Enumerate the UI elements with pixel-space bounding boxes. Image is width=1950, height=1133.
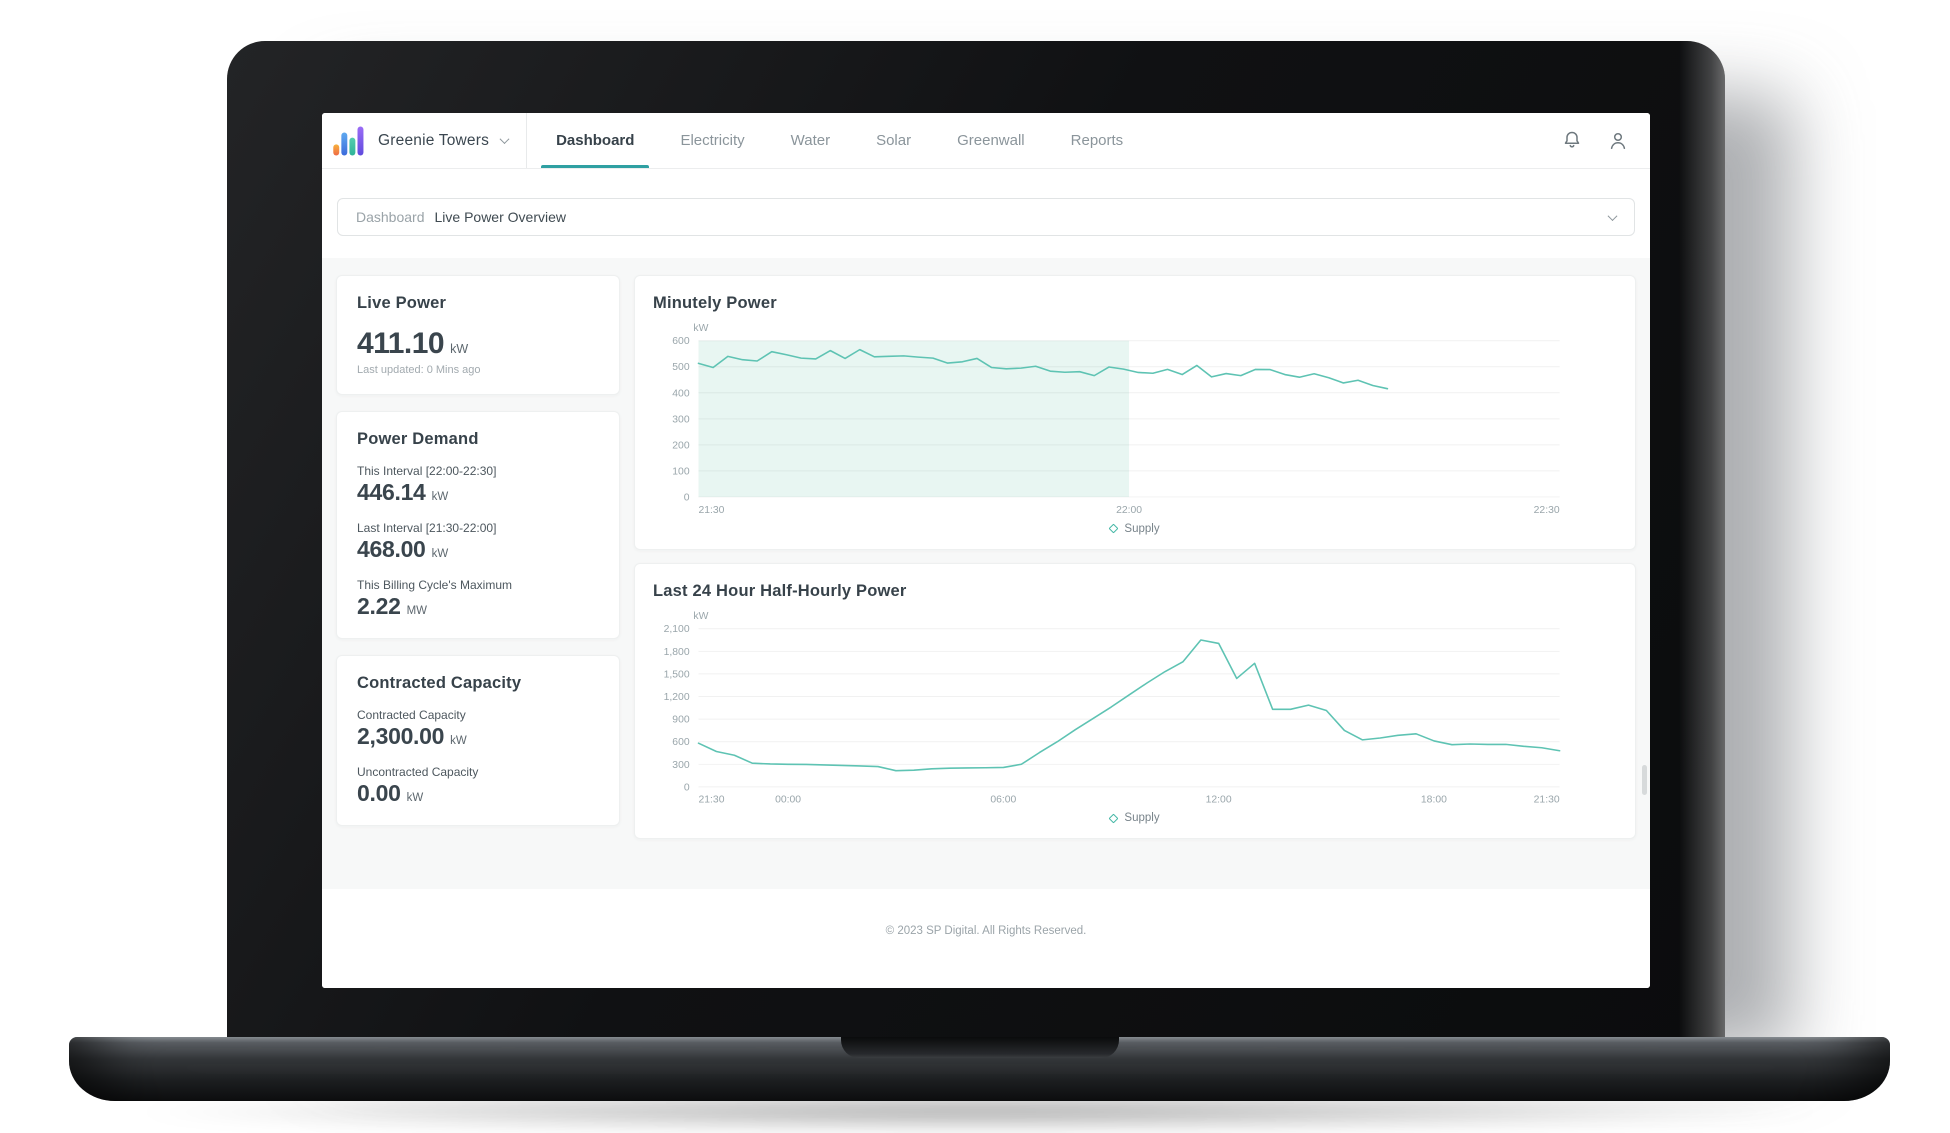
svg-text:400: 400: [672, 388, 690, 399]
chevron-down-icon: [499, 134, 510, 145]
content-panel: Live Power 411.10 kW Last updated: 0 Min…: [322, 258, 1650, 889]
chart-title: Minutely Power: [653, 294, 777, 312]
svg-text:200: 200: [672, 440, 690, 451]
nav-divider: [526, 113, 528, 168]
svg-text:06:00: 06:00: [990, 794, 1016, 805]
svg-text:0: 0: [684, 782, 690, 793]
stat-label: Contracted Capacity: [357, 708, 466, 722]
svg-text:0: 0: [684, 492, 690, 503]
stat-unit: MW: [406, 605, 428, 617]
svg-text:12:00: 12:00: [1206, 794, 1232, 805]
stat-value: 446.14: [357, 479, 426, 505]
tab-electricity[interactable]: Electricity: [680, 132, 745, 149]
svg-text:22:00: 22:00: [1116, 505, 1142, 516]
logo-icon: [333, 126, 364, 155]
profile-icon[interactable]: [1606, 129, 1630, 153]
card-title: Power Demand: [357, 430, 479, 448]
scrollbar-thumb[interactable]: [1642, 765, 1647, 795]
tab-dashboard[interactable]: Dashboard: [533, 113, 657, 168]
svg-text:21:30: 21:30: [698, 505, 724, 516]
tab-solar[interactable]: Solar: [876, 132, 912, 149]
stat-value: 2,300.00: [357, 723, 445, 749]
selector-value: Live Power Overview: [434, 209, 567, 225]
legend-diamond-icon: [1108, 523, 1119, 534]
dashboard-selector[interactable]: Dashboard Live Power Overview: [337, 198, 1635, 236]
stat-label: Last Interval [21:30-22:00]: [357, 521, 497, 535]
svg-text:500: 500: [672, 362, 690, 373]
svg-text:21:30: 21:30: [699, 794, 725, 805]
svg-text:900: 900: [672, 714, 690, 725]
stat-unit: kW: [431, 491, 449, 503]
svg-text:1,800: 1,800: [664, 646, 690, 657]
tab-reports[interactable]: Reports: [1070, 132, 1124, 149]
stats-column: Live Power 411.10 kW Last updated: 0 Min…: [336, 275, 620, 826]
svg-text:2,100: 2,100: [664, 624, 690, 635]
svg-text:600: 600: [672, 336, 690, 347]
stat-value: 468.00: [357, 536, 426, 562]
app-window: Greenie Towers Dashboard Electricity Wat…: [322, 113, 1650, 988]
bell-icon[interactable]: [1560, 129, 1584, 153]
svg-text:00:00: 00:00: [775, 794, 801, 805]
live-power-card: Live Power 411.10 kW Last updated: 0 Min…: [336, 275, 620, 395]
nav-tabs: Dashboard Electricity Water Solar Greenw…: [533, 113, 1146, 168]
svg-text:21:30: 21:30: [1534, 794, 1560, 805]
svg-text:600: 600: [672, 737, 690, 748]
legend-supply[interactable]: Supply: [653, 812, 1617, 826]
stat-label: This Billing Cycle's Maximum: [357, 578, 512, 592]
top-navbar: Greenie Towers Dashboard Electricity Wat…: [322, 113, 1650, 169]
svg-text:1,200: 1,200: [664, 692, 690, 703]
last-updated-text: Last updated: 0 Mins ago: [357, 364, 481, 376]
stat-value: 2.22: [357, 593, 401, 619]
site-name: Greenie Towers: [378, 131, 490, 149]
copyright-text: © 2023 SP Digital. All Rights Reserved.: [885, 925, 1087, 937]
stat-value: 0.00: [357, 780, 401, 806]
legend-label: Supply: [1124, 522, 1160, 535]
svg-text:kW: kW: [693, 323, 708, 334]
laptop-edge-highlight: [1679, 41, 1725, 1037]
svg-text:300: 300: [672, 414, 690, 425]
contracted-capacity-card: Contracted Capacity Contracted Capacity …: [336, 655, 620, 826]
laptop-base: [69, 1037, 1890, 1101]
footer: © 2023 SP Digital. All Rights Reserved.: [322, 889, 1650, 988]
stat-billing-max: This Billing Cycle's Maximum 2.22 MW: [357, 578, 599, 620]
svg-text:300: 300: [672, 759, 690, 770]
halfhourly-power-chart-card: Last 24 Hour Half-Hourly Power 0 300 600 90…: [634, 562, 1636, 840]
card-title: Contracted Capacity: [357, 674, 522, 692]
legend-label: Supply: [1124, 812, 1160, 825]
stat-unit: kW: [406, 792, 424, 804]
svg-text:22:30: 22:30: [1534, 505, 1560, 516]
power-demand-card: Power Demand This Interval [22:00-22:30]…: [336, 411, 620, 639]
stat-last-interval: Last Interval [21:30-22:00] 468.00 kW: [357, 521, 599, 563]
live-power-unit: kW: [450, 342, 469, 356]
stat-this-interval: This Interval [22:00-22:30] 446.14 kW: [357, 464, 599, 506]
tab-greenwall[interactable]: Greenwall: [957, 132, 1025, 149]
tab-water[interactable]: Water: [790, 132, 831, 149]
legend-supply[interactable]: Supply: [653, 523, 1617, 537]
svg-text:kW: kW: [693, 611, 708, 622]
stat-label: Uncontracted Capacity: [357, 765, 479, 779]
chart-title: Last 24 Hour Half-Hourly Power: [653, 581, 907, 600]
legend-diamond-icon: [1108, 813, 1119, 824]
svg-text:1,500: 1,500: [664, 669, 690, 680]
dashboard-selector-row: Dashboard Live Power Overview: [322, 169, 1650, 258]
svg-text:18:00: 18:00: [1421, 794, 1447, 805]
card-title: Live Power: [357, 294, 447, 312]
stat-unit: kW: [431, 548, 449, 560]
selector-label: Dashboard: [356, 209, 425, 225]
nav-actions: [1560, 129, 1630, 153]
minutely-power-chart-card: Minutely Power 0 100 200 300 400 500 600 kW 21:3…: [634, 275, 1636, 550]
chevron-down-icon: [1607, 210, 1618, 221]
site-switcher[interactable]: Greenie Towers: [330, 113, 526, 168]
stat-uncontracted: Uncontracted Capacity 0.00 kW: [357, 765, 599, 807]
charts-column: Minutely Power 0 100 200 300 400 500 600 kW 21:3…: [634, 275, 1636, 840]
stat-contracted: Contracted Capacity 2,300.00 kW: [357, 708, 599, 750]
stat-unit: kW: [450, 735, 467, 747]
svg-text:100: 100: [672, 466, 690, 477]
laptop-notch: [840, 1037, 1119, 1058]
stat-label: This Interval [22:00-22:30]: [357, 464, 497, 478]
live-power-value: 411.10: [357, 327, 445, 360]
